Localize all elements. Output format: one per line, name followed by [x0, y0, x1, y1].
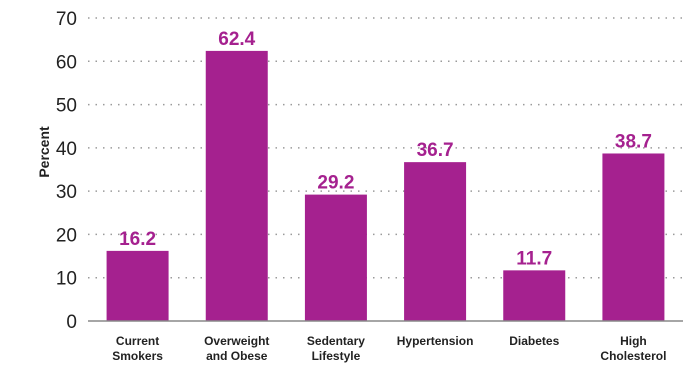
category-label: Overweight and Obese — [204, 334, 269, 363]
bar — [205, 50, 268, 321]
y-tick-label: 0 — [66, 312, 77, 333]
category-label: High Cholesterol — [600, 334, 666, 363]
bar — [503, 270, 566, 321]
bars — [106, 50, 665, 321]
category-label: Diabetes — [509, 334, 559, 348]
bar — [304, 194, 367, 321]
category-labels: Current Smokers Overweight and Obese Sedenta… — [112, 334, 666, 363]
data-label: 11.7 — [516, 248, 552, 269]
y-tick-label: 50 — [56, 96, 77, 117]
y-tick-label: 10 — [56, 269, 77, 290]
data-label: 29.2 — [317, 173, 354, 194]
bar — [602, 153, 665, 321]
data-label: 36.7 — [417, 140, 454, 161]
category-label: Hypertension — [397, 334, 474, 348]
data-label: 62.4 — [218, 29, 255, 50]
y-tick-label: 60 — [56, 52, 77, 73]
data-label: 38.7 — [615, 131, 652, 152]
category-label: Sedentary Lifestyle — [307, 334, 365, 363]
y-tick-label: 40 — [56, 139, 77, 160]
gridlines — [88, 17, 683, 279]
y-tick-label: 30 — [56, 182, 77, 203]
bar — [106, 250, 169, 321]
y-tick-labels: 0 10 20 30 40 50 60 70 — [56, 9, 77, 333]
bar — [404, 162, 467, 321]
data-labels: 16.2 62.4 29.2 36.7 11.7 38.7 — [119, 29, 652, 269]
y-axis-label: Percent — [36, 126, 52, 178]
y-tick-label: 70 — [56, 9, 77, 30]
data-label: 16.2 — [119, 229, 156, 250]
category-label: Current Smokers — [112, 334, 163, 363]
y-tick-label: 20 — [56, 225, 77, 246]
